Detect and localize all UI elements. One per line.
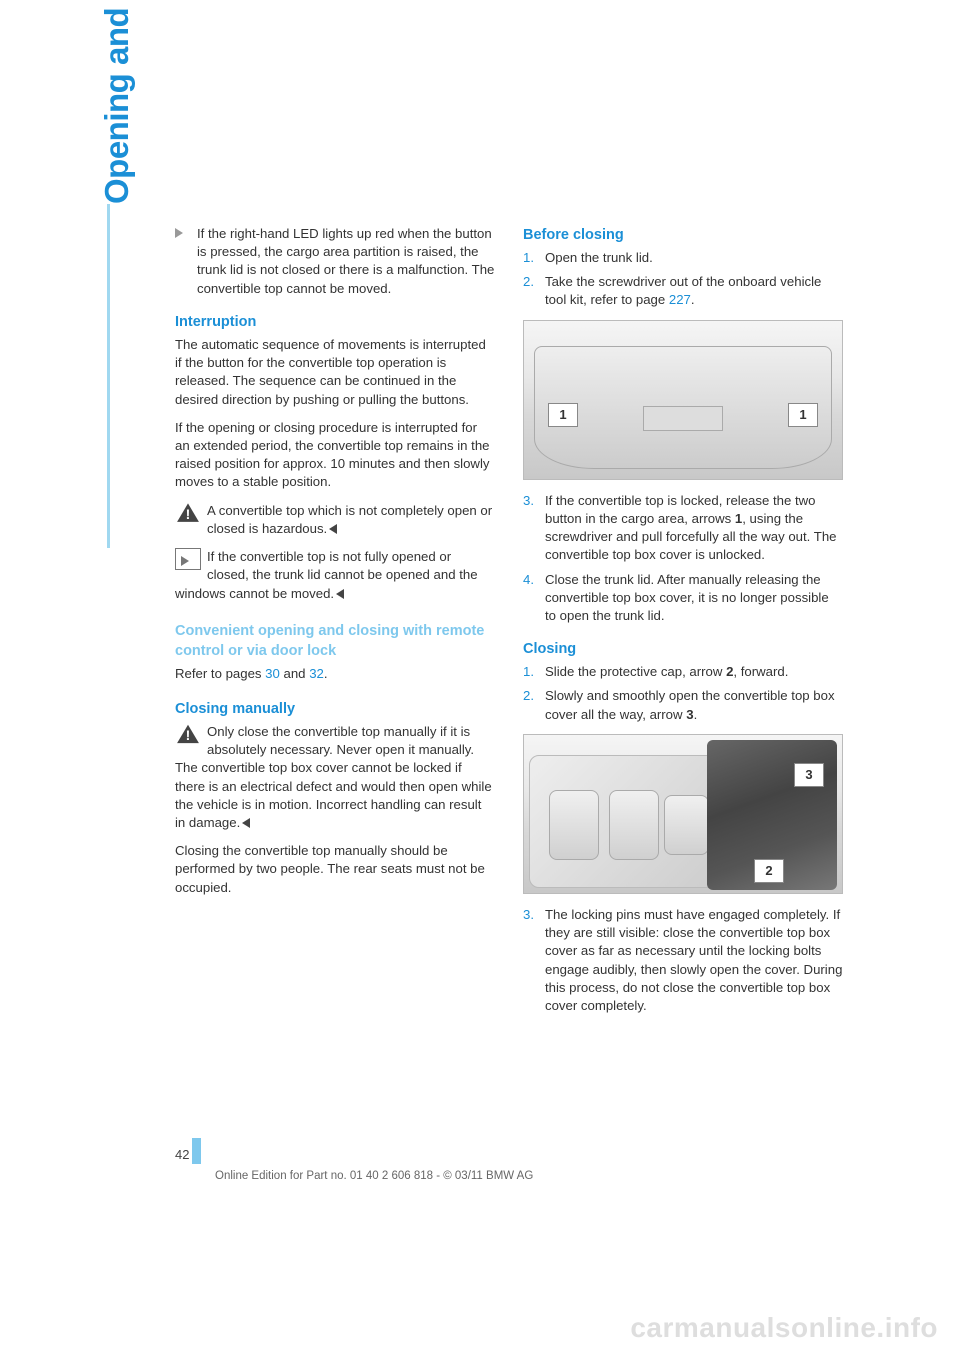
refer-dot: . (324, 666, 328, 681)
closing-step-1-text: Slide the protective cap, arrow 2, forwa… (545, 663, 788, 681)
page-number-block: 42 (175, 1138, 201, 1164)
heading-before-closing: Before closing (523, 225, 843, 245)
figure-seat (549, 790, 599, 860)
before-closing-list-2: 3.If the convertible top is locked, rele… (523, 492, 843, 626)
end-mark-icon (242, 818, 250, 828)
figure-seat (664, 795, 709, 855)
page-number: 42 (175, 1147, 189, 1162)
closing-step-1: 1.Slide the protective cap, arrow 2, for… (523, 663, 843, 681)
c-step2-post: . (694, 707, 698, 722)
list-number: 3. (523, 906, 545, 1015)
closing-manually-p1: Closing the convertible top manually sho… (175, 842, 495, 897)
page-link-32[interactable]: 32 (309, 666, 324, 681)
side-tab-line (107, 204, 110, 548)
content-area: If the right-hand LED lights up red when… (175, 225, 845, 1025)
list-number: 1. (523, 663, 545, 681)
info-box-icon (175, 548, 201, 570)
warning-triangle-icon (175, 723, 201, 745)
figure-interior: 3 2 (523, 734, 843, 894)
closing-step-2-text: Slowly and smoothly open the convertible… (545, 687, 843, 723)
heading-interruption: Interruption (175, 312, 495, 332)
warning-note-1-text: A convertible top which is not completel… (207, 503, 492, 536)
before-step-4: 4.Close the trunk lid. After manually re… (523, 571, 843, 626)
closing-step-2: 2.Slowly and smoothly open the convertib… (523, 687, 843, 723)
figure-arrow-1-right: 1 (788, 403, 818, 427)
closing-step-3: 3.The locking pins must have engaged com… (523, 906, 843, 1015)
c-step1-post: , forward. (733, 664, 788, 679)
page-link-30[interactable]: 30 (265, 666, 280, 681)
figure-arrow-1-left: 1 (548, 403, 578, 427)
right-column: Before closing 1.Open the trunk lid. 2.T… (523, 225, 843, 1025)
bullet-led-text: If the right-hand LED lights up red when… (197, 225, 495, 298)
triangle-bullet-icon (175, 228, 183, 238)
list-number: 3. (523, 492, 545, 565)
page-number-bar (192, 1138, 201, 1164)
heading-convenient: Convenient opening and closing with remo… (175, 621, 495, 661)
info-note-1: If the convertible top is not fully open… (175, 548, 495, 603)
refer-pre: Refer to pages (175, 666, 265, 681)
figure-arrow-2: 2 (754, 859, 784, 883)
end-mark-icon (329, 524, 337, 534)
c-step1-pre: Slide the protective cap, arrow (545, 664, 726, 679)
section-title: Opening and closing (98, 0, 136, 204)
warning-note-2-text: Only close the convertible top manually … (175, 724, 492, 830)
closing-list-2: 3.The locking pins must have engaged com… (523, 906, 843, 1015)
warning-triangle-icon (175, 502, 201, 524)
end-mark-icon (336, 589, 344, 599)
heading-closing-manually: Closing manually (175, 699, 495, 719)
figure-arrow-3: 3 (794, 763, 824, 787)
before-step-1-text: Open the trunk lid. (545, 249, 653, 267)
figure-license-plate (643, 406, 723, 431)
watermark: carmanualsonline.info (630, 1312, 938, 1344)
before-step-3: 3.If the convertible top is locked, rele… (523, 492, 843, 565)
before-step-3-text: If the convertible top is locked, releas… (545, 492, 843, 565)
heading-closing: Closing (523, 639, 843, 659)
warning-note-1: A convertible top which is not completel… (175, 502, 495, 538)
before-closing-list: 1.Open the trunk lid. 2.Take the screwdr… (523, 249, 843, 310)
refer-and: and (280, 666, 309, 681)
list-number: 4. (523, 571, 545, 626)
footer-line: Online Edition for Part no. 01 40 2 606 … (215, 1170, 533, 1182)
c-step2-num: 3 (686, 707, 693, 722)
step2-post: . (691, 292, 695, 307)
before-step-1: 1.Open the trunk lid. (523, 249, 843, 267)
before-step-2-text: Take the screwdriver out of the onboard … (545, 273, 843, 309)
bullet-led: If the right-hand LED lights up red when… (175, 225, 495, 298)
list-number: 1. (523, 249, 545, 267)
interruption-p1: The automatic sequence of movements is i… (175, 336, 495, 409)
closing-step-3-text: The locking pins must have engaged compl… (545, 906, 843, 1015)
page: Opening and closing If the right-hand LE… (0, 0, 960, 1358)
figure-trunk: 1 1 (523, 320, 843, 480)
list-number: 2. (523, 273, 545, 309)
interruption-p2: If the opening or closing procedure is i… (175, 419, 495, 492)
left-column: If the right-hand LED lights up red when… (175, 225, 495, 1025)
closing-list: 1.Slide the protective cap, arrow 2, for… (523, 663, 843, 724)
figure-seat (609, 790, 659, 860)
before-step-2: 2.Take the screwdriver out of the onboar… (523, 273, 843, 309)
warning-note-2: Only close the convertible top manually … (175, 723, 495, 832)
before-step-4-text: Close the trunk lid. After manually rele… (545, 571, 843, 626)
convenient-refer: Refer to pages 30 and 32. (175, 665, 495, 683)
info-note-1-text: If the convertible top is not fully open… (175, 549, 478, 600)
page-link-227[interactable]: 227 (669, 292, 691, 307)
list-number: 2. (523, 687, 545, 723)
